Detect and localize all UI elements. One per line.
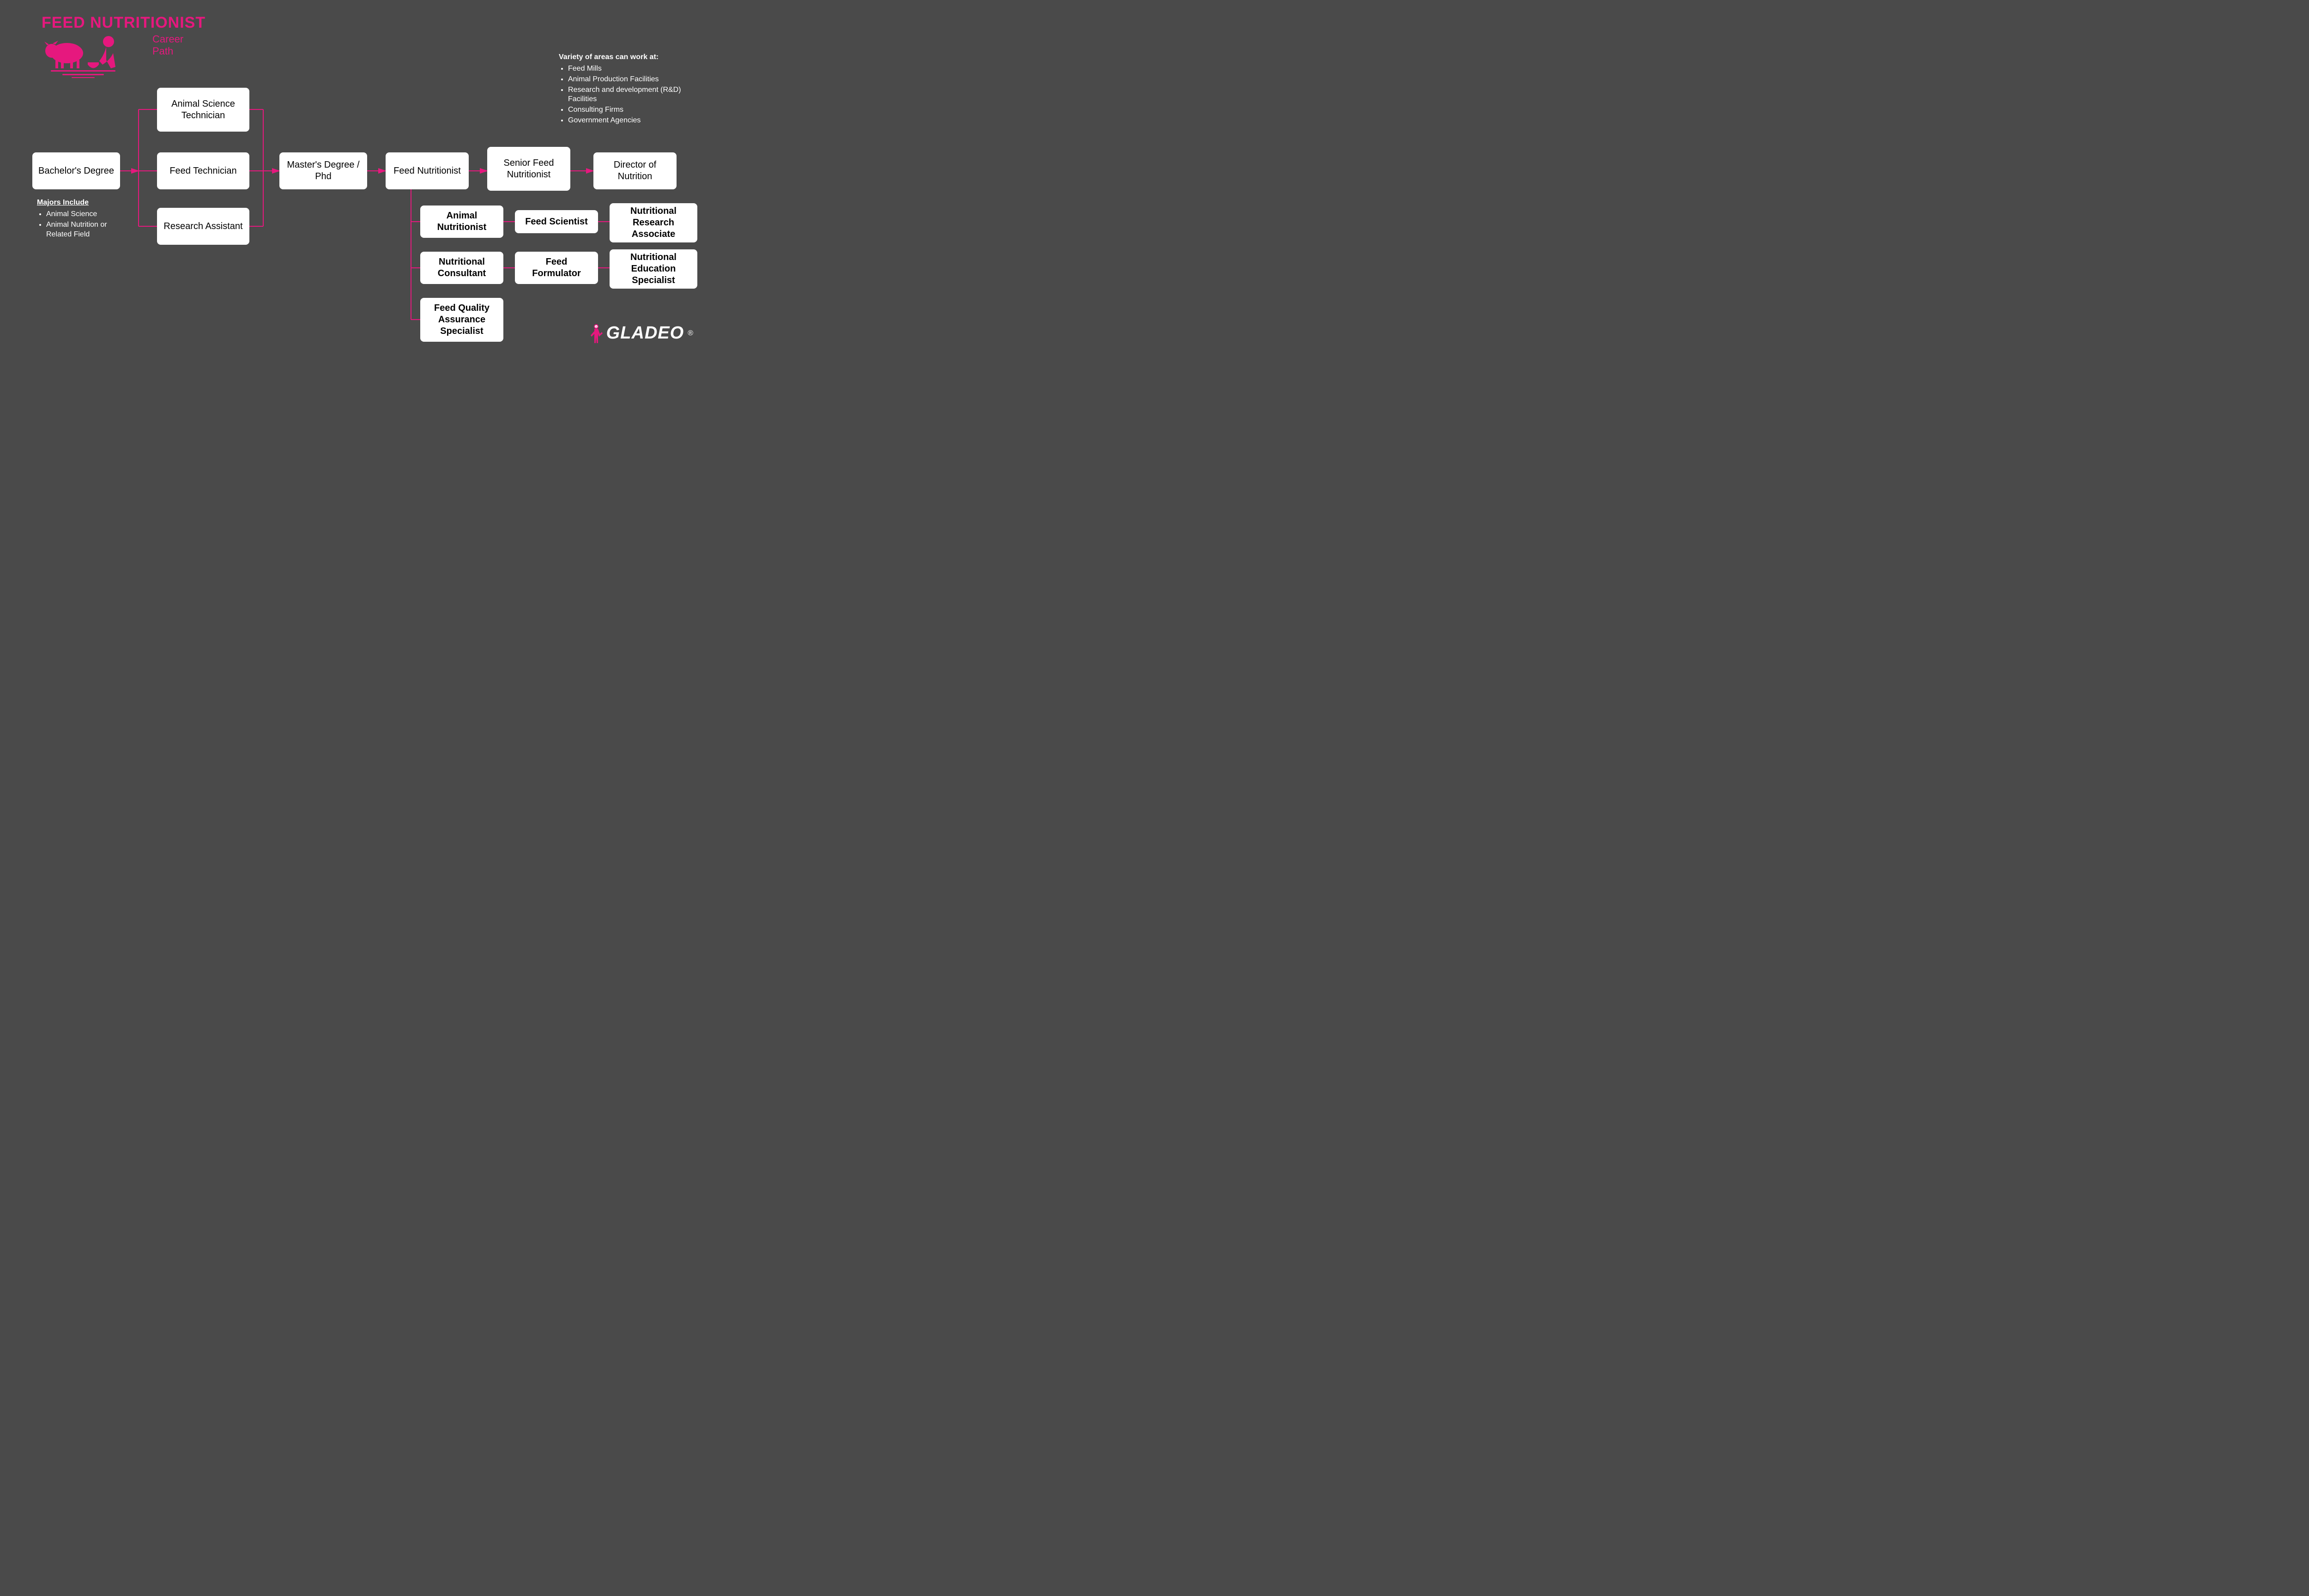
trademark-icon: ® xyxy=(688,329,693,338)
node-masters: Master's Degree / Phd xyxy=(279,152,367,189)
work-areas-list: Variety of areas can work at: Feed Mills… xyxy=(559,53,702,127)
majors-heading: Majors Include xyxy=(37,199,129,207)
gladeo-logo: G GLADEO ® xyxy=(590,323,693,343)
areas-item: Feed Mills xyxy=(568,64,702,74)
gladeo-logo-text: GLADEO xyxy=(606,323,684,343)
feed-nutritionist-icon xyxy=(42,28,134,79)
majors-item: Animal Nutrition or Related Field xyxy=(46,220,129,240)
majors-items: Animal Science Animal Nutrition or Relat… xyxy=(37,210,129,239)
node-feed-formulator: Feed Formulator xyxy=(515,252,598,284)
areas-item: Research and development (R&D) Facilitie… xyxy=(568,85,702,105)
majors-item: Animal Science xyxy=(46,210,129,219)
node-fqas: Feed Quality Assurance Specialist xyxy=(420,298,503,342)
page-subtitle: Career Path xyxy=(152,33,206,57)
svg-text:G: G xyxy=(595,326,597,328)
node-feed-nutritionist: Feed Nutritionist xyxy=(386,152,469,189)
node-nes: Nutritional Education Specialist xyxy=(610,249,697,289)
areas-item: Animal Production Facilities xyxy=(568,75,702,85)
areas-heading: Variety of areas can work at: xyxy=(559,53,702,61)
node-research-asst: Research Assistant xyxy=(157,208,249,245)
node-nra: Nutritional Research Associate xyxy=(610,203,697,242)
node-animal-nutritionist: Animal Nutritionist xyxy=(420,206,503,238)
node-nutritional-consultant: Nutritional Consultant xyxy=(420,252,503,284)
node-director: Director of Nutrition xyxy=(593,152,677,189)
node-bachelors: Bachelor's Degree xyxy=(32,152,120,189)
majors-list: Majors Include Animal Science Animal Nut… xyxy=(37,199,129,240)
node-feed-tech: Feed Technician xyxy=(157,152,249,189)
gladeo-figure-icon: G xyxy=(590,324,603,343)
node-senior: Senior Feed Nutritionist xyxy=(487,147,570,191)
areas-items: Feed Mills Animal Production Facilities … xyxy=(559,64,702,126)
node-animal-sci-tech: Animal Science Technician xyxy=(157,88,249,132)
areas-item: Government Agencies xyxy=(568,116,702,126)
areas-item: Consulting Firms xyxy=(568,105,702,115)
node-feed-scientist: Feed Scientist xyxy=(515,210,598,233)
